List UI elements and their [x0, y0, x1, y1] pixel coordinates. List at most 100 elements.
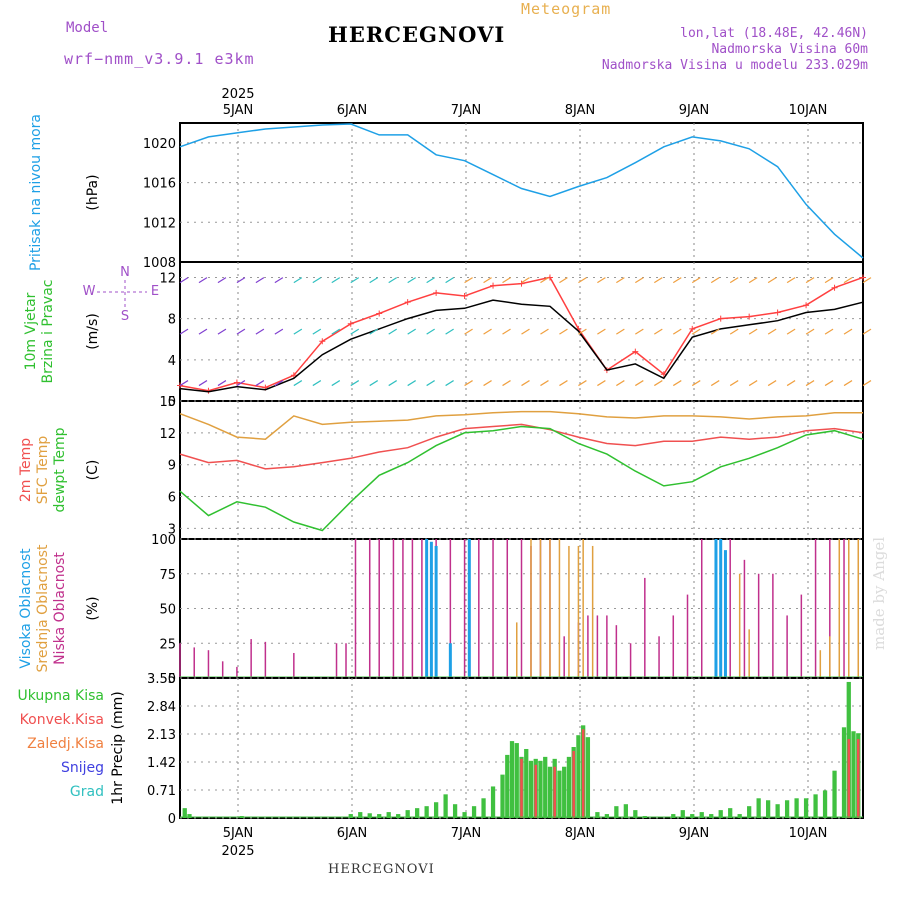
bar-total	[841, 727, 847, 818]
gust-marker	[490, 282, 497, 289]
wind-arrow	[653, 277, 663, 284]
y-tick-label: 2.84	[147, 700, 176, 715]
bar-low	[449, 539, 452, 678]
wind-arrow	[407, 328, 416, 335]
panel-frame	[179, 122, 864, 263]
gust-marker	[632, 348, 639, 355]
bar-convective	[534, 764, 538, 818]
model-label: Model	[66, 20, 109, 36]
bar-total	[471, 806, 477, 818]
bar-low	[686, 594, 689, 678]
wind-arrow	[824, 380, 834, 387]
top-day-label: 6JAN	[337, 103, 368, 118]
y-axis-label: 10m Vjetar	[23, 292, 39, 370]
wind-arrow	[255, 277, 265, 284]
wind-arrow	[710, 380, 720, 387]
gust-marker	[347, 320, 354, 327]
meteogram-subtitle: Meteogram	[521, 0, 612, 18]
y-axis-label: Srednja Oblacnost	[35, 544, 51, 672]
wind-arrow	[255, 380, 265, 387]
bar-total	[709, 814, 714, 818]
wind-arrow	[426, 380, 435, 387]
bar-total	[813, 794, 818, 818]
wind-arrow	[274, 380, 284, 387]
wind-arrow	[616, 277, 625, 284]
y-tick-label: 8	[168, 313, 176, 328]
wind-arrow	[710, 328, 720, 335]
wind-arrow	[407, 380, 416, 387]
wind-arrow	[767, 277, 777, 284]
bar-total	[443, 794, 448, 818]
wind-arrow	[445, 328, 454, 335]
bar-total	[505, 754, 510, 818]
y-tick-label: 4	[168, 354, 176, 369]
y-tick-label: 1016	[143, 177, 176, 192]
legend-label: Zaledj.Kisa	[27, 736, 104, 752]
wind-arrow	[672, 380, 682, 387]
bar-low	[800, 594, 803, 678]
panel-0: 1008 1012 1016 1020 Pritisak na nivou mora (h…	[28, 114, 864, 271]
wind-arrow	[616, 328, 625, 335]
panel-3: 0 25 50 75 100 Visoka Oblacnost Srednja Oblacn…	[18, 533, 864, 687]
bar-mid	[516, 622, 518, 678]
y-tick-label: 3.55	[147, 672, 176, 687]
wind-arrow	[350, 277, 360, 284]
bar-total	[671, 814, 676, 818]
series-line-pressure	[179, 123, 864, 259]
unit-label: (%)	[85, 596, 101, 620]
bar-total	[182, 808, 187, 818]
wind-arrow	[464, 380, 473, 387]
bar-total	[543, 756, 548, 818]
bar-total	[737, 814, 742, 818]
wind-arrow	[843, 277, 853, 284]
top-day-label: 10JAN	[789, 103, 828, 118]
bar-low	[700, 539, 703, 678]
y-tick-label: 0	[168, 812, 176, 827]
bar-low	[843, 539, 845, 678]
page-title: HERCEGNOVI	[328, 22, 506, 47]
bar-mid	[738, 573, 741, 678]
wind-arrow	[786, 328, 796, 335]
wind-arrow	[672, 328, 682, 335]
wind-arrow	[540, 328, 549, 335]
bar-low	[193, 647, 195, 678]
bottom-day-label: 7JAN	[451, 826, 482, 841]
bar-low	[743, 559, 746, 678]
y-tick-label: 25	[159, 637, 176, 652]
wind-arrow	[331, 277, 341, 284]
bottom-day-label: 6JAN	[337, 826, 368, 841]
wind-arrow	[293, 277, 303, 284]
bar-total	[822, 790, 828, 818]
wind-arrow	[578, 277, 587, 284]
compass-w: W	[83, 284, 96, 299]
wind-arrow	[312, 380, 322, 387]
bar-total	[595, 812, 600, 818]
gust-marker	[803, 302, 810, 309]
wind-arrow	[691, 328, 701, 335]
bar-low	[411, 539, 414, 678]
bar-mid	[748, 629, 750, 678]
bar-total	[538, 760, 543, 818]
wind-arrow	[255, 328, 265, 335]
wind-arrow	[521, 328, 530, 335]
bar-high	[467, 539, 471, 678]
wind-arrow	[748, 380, 758, 387]
bar-total	[728, 808, 733, 818]
bar-low	[729, 539, 731, 678]
bar-total	[680, 810, 685, 818]
wind-arrow	[179, 277, 189, 284]
bar-total	[348, 814, 353, 818]
bar-low	[421, 539, 423, 678]
compass-s: S	[121, 309, 129, 324]
bar-low	[658, 636, 660, 678]
y-tick-label: 100	[151, 533, 176, 548]
bar-total	[524, 748, 529, 818]
wind-arrow	[824, 328, 834, 335]
wind-arrow	[521, 277, 530, 284]
gust-marker	[717, 315, 724, 322]
wind-arrow	[388, 380, 398, 387]
gust-marker	[433, 289, 440, 296]
wind-arrow	[767, 380, 777, 387]
wind-arrow	[445, 277, 454, 284]
